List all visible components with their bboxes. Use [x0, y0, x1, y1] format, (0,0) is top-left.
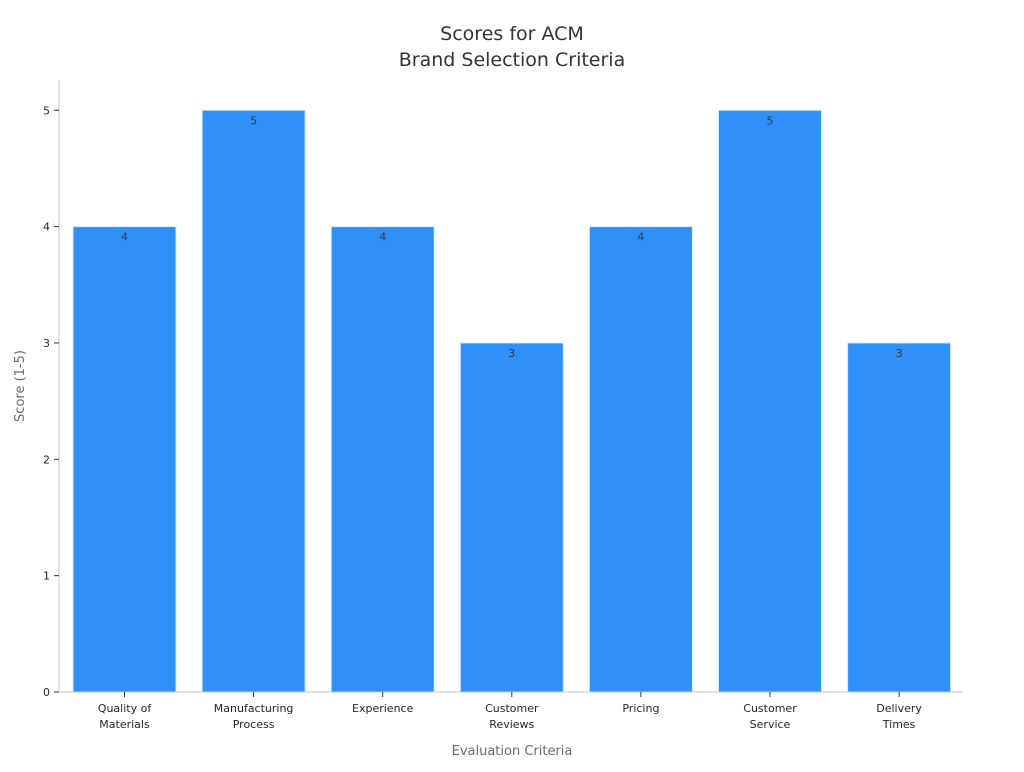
y-tick-label: 5: [43, 104, 50, 117]
y-tick-label: 3: [43, 337, 50, 350]
y-tick-label: 0: [43, 686, 50, 699]
bar-value-label: 5: [767, 114, 774, 127]
x-tick-label-line: Customer: [743, 702, 797, 715]
x-tick-label-line: Materials: [99, 718, 150, 731]
x-tick-label-line: Experience: [352, 702, 414, 715]
y-tick-label: 4: [43, 221, 50, 234]
x-tick-label-line: Service: [750, 718, 791, 731]
x-tick-label: Delivery Times: [876, 702, 922, 731]
bar-value-label: 3: [896, 347, 903, 360]
bar-value-label: 3: [508, 347, 515, 360]
labels-group: 4 5 4 3 4 5 3 0 1 2 3 4 5 Quality of Materials Manufact…: [43, 104, 922, 731]
x-tick-label-line: Pricing: [622, 702, 659, 715]
y-tick-label: 2: [43, 453, 50, 466]
bar: [330, 226, 435, 693]
axes-group: [54, 80, 963, 697]
bar: [847, 342, 952, 693]
x-tick-label-line: Delivery: [876, 702, 922, 715]
y-axis-title: Score (1-5): [13, 350, 28, 422]
x-tick-label: Manufacturing Process: [214, 702, 294, 731]
bar: [718, 109, 822, 693]
bar-value-label: 5: [250, 114, 257, 127]
chart-title-line-2: Brand Selection Criteria: [399, 49, 625, 71]
bar: [588, 226, 693, 693]
bar-value-label: 4: [379, 231, 386, 244]
x-tick-label: Experience: [352, 702, 414, 715]
bar: [459, 342, 564, 693]
bars-group: [72, 109, 952, 693]
x-tick-label-line: Times: [882, 718, 916, 731]
bar-value-label: 4: [637, 231, 644, 244]
x-axis-title: Evaluation Criteria: [452, 744, 573, 759]
x-tick-label-line: Quality of: [98, 702, 153, 715]
bar-value-label: 4: [121, 231, 128, 244]
x-tick-label-line: Reviews: [489, 718, 534, 731]
bar: [201, 109, 306, 693]
x-tick-label-line: Manufacturing: [214, 702, 294, 715]
x-tick-label-line: Process: [233, 718, 275, 731]
chart-title-line-1: Scores for ACM: [440, 23, 584, 45]
x-tick-label: Customer Service: [743, 702, 797, 731]
x-tick-label-line: Customer: [485, 702, 539, 715]
y-tick-label: 1: [43, 570, 50, 583]
x-tick-label: Pricing: [622, 702, 659, 715]
x-tick-label: Quality of Materials: [98, 702, 153, 731]
bar: [72, 226, 177, 693]
x-tick-label: Customer Reviews: [485, 702, 539, 731]
